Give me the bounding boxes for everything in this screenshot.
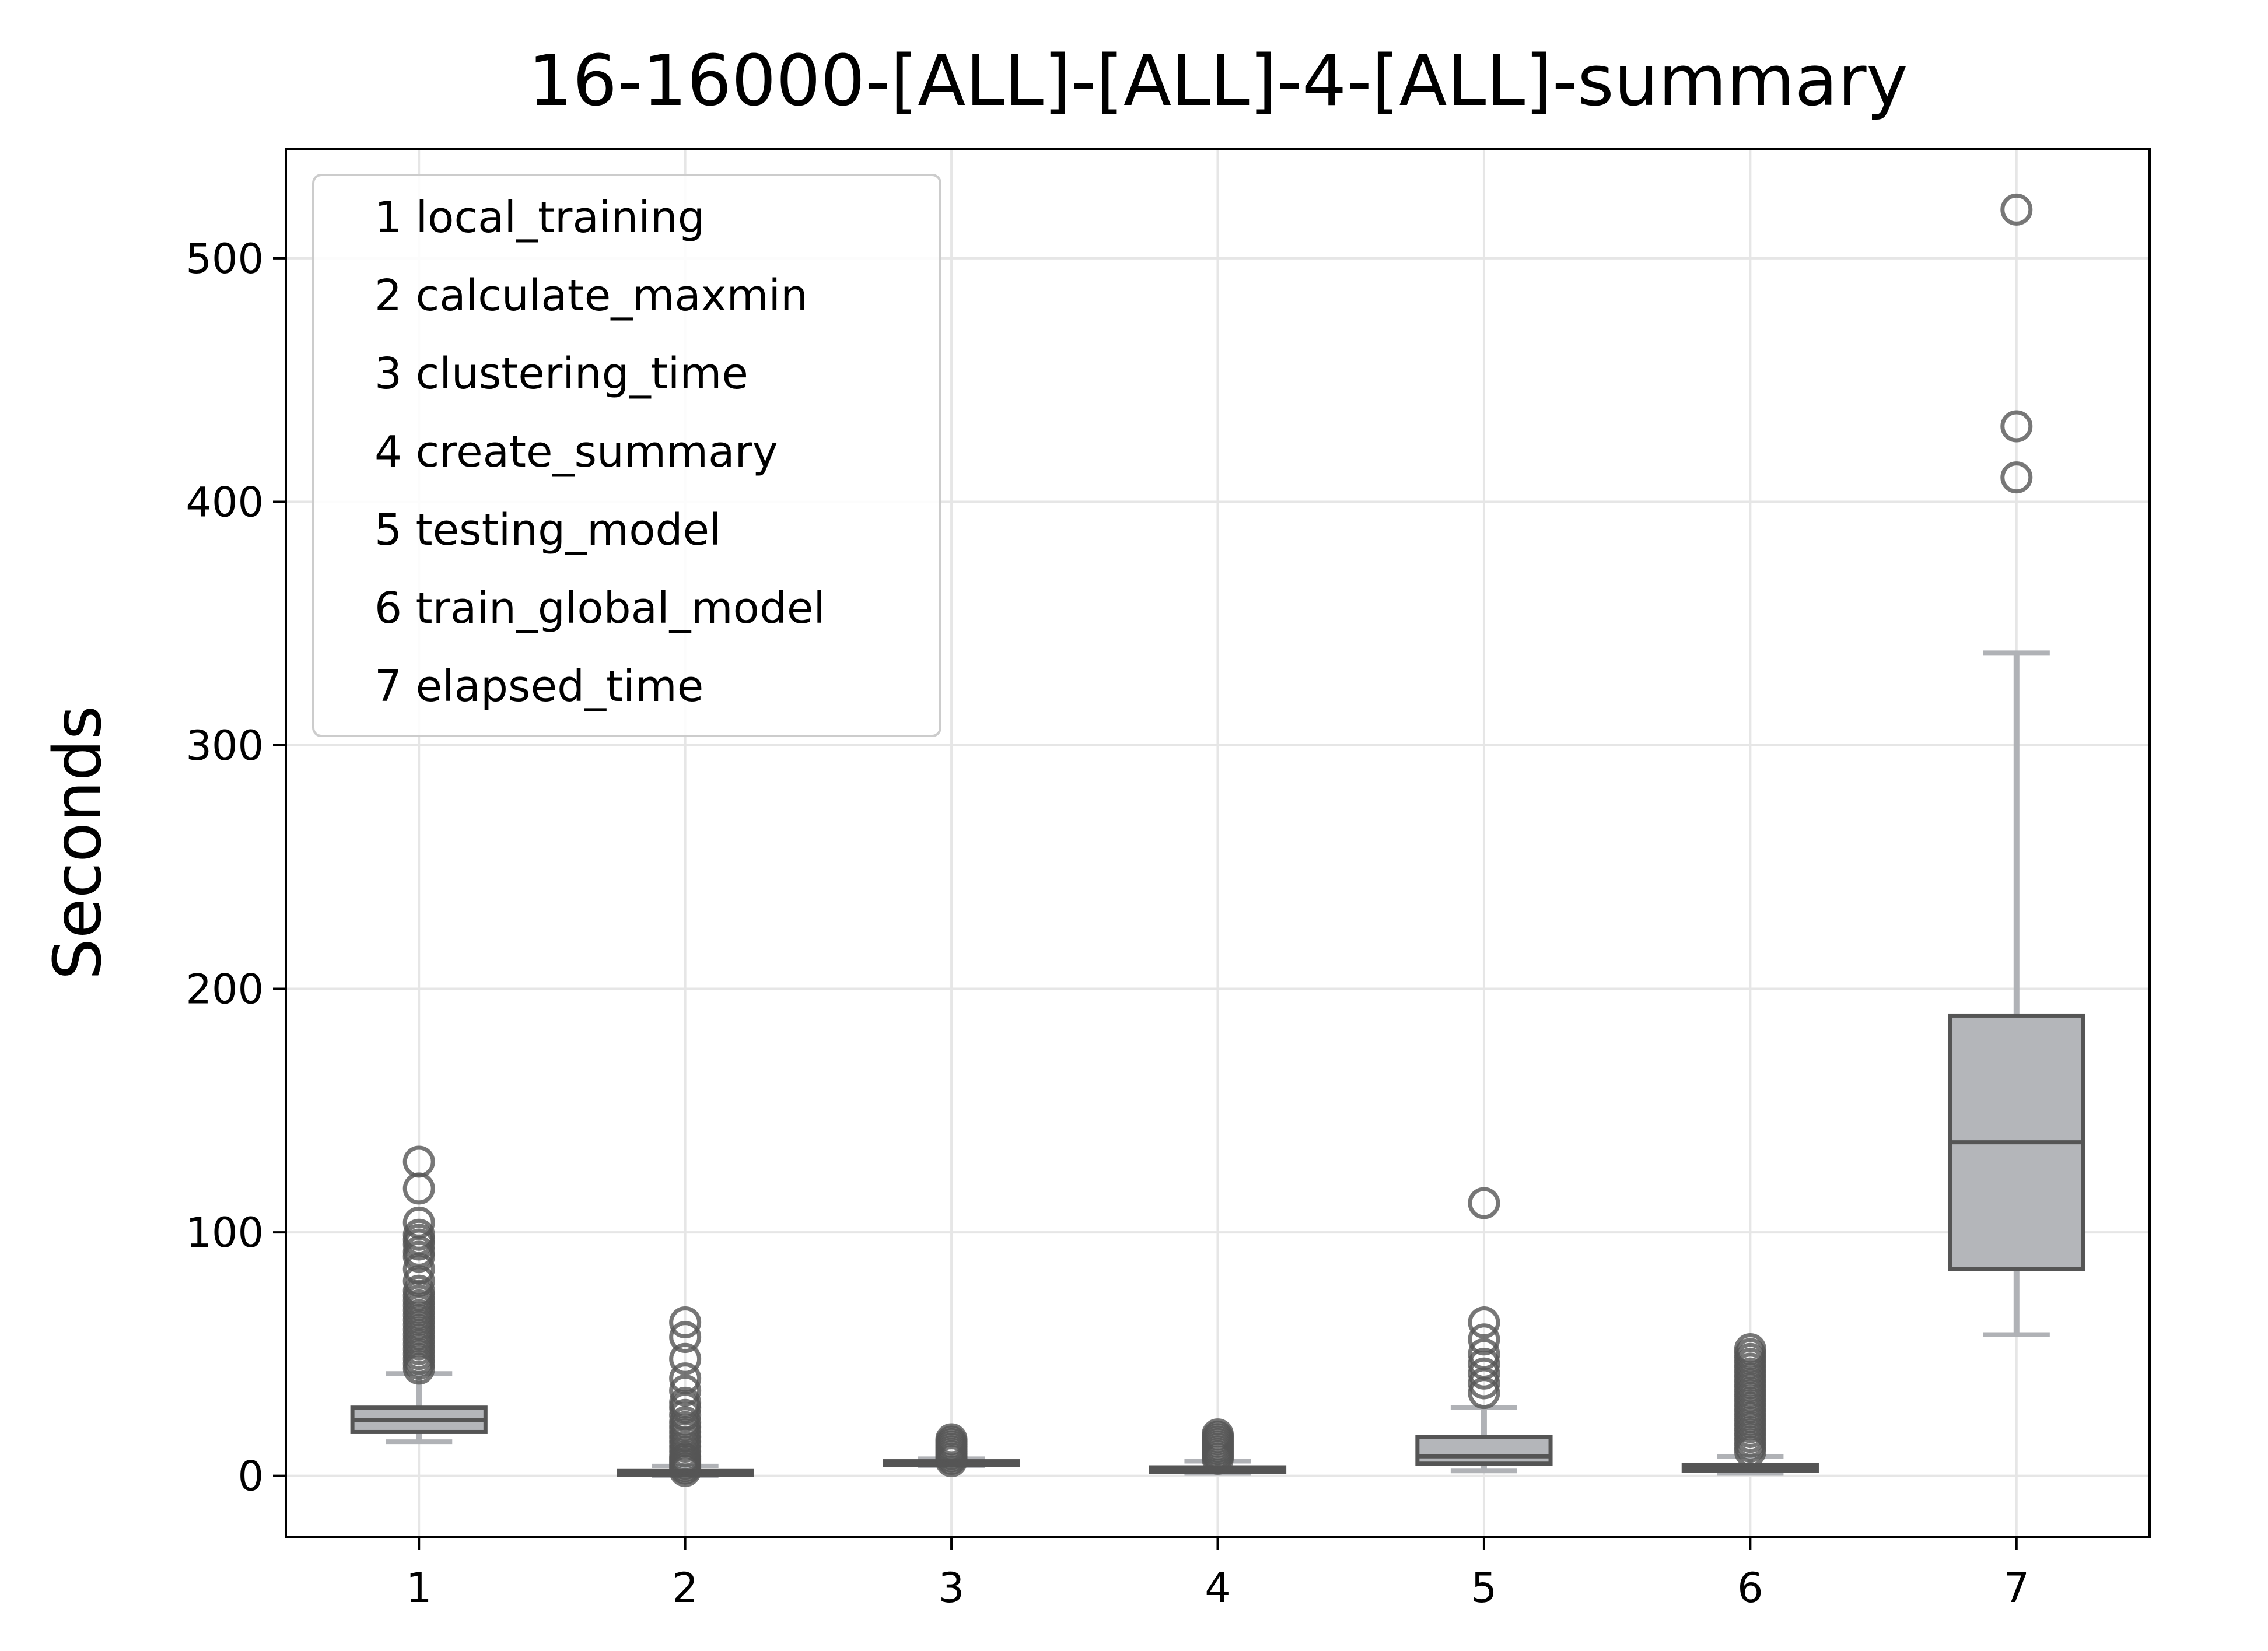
legend-entry: 3 clustering_time bbox=[374, 349, 748, 399]
legend-entry: 4 create_summary bbox=[374, 427, 778, 477]
y-tick-label: 400 bbox=[186, 478, 264, 526]
outlier-point bbox=[669, 1342, 702, 1375]
y-tick-label: 500 bbox=[186, 235, 264, 283]
outlier-point bbox=[669, 1306, 702, 1339]
outlier-point bbox=[402, 1274, 435, 1307]
x-tick-label: 2 bbox=[672, 1564, 698, 1612]
x-tick-label: 7 bbox=[2004, 1564, 2030, 1612]
box-4 bbox=[1149, 1418, 1287, 1476]
x-tick-label: 4 bbox=[1205, 1564, 1231, 1612]
axis-ticks: 0 100 200 300 400 500 1 2 3 4 5 6 7 bbox=[186, 235, 2029, 1612]
outlier-point bbox=[1468, 1187, 1500, 1219]
y-tick-label: 300 bbox=[186, 722, 264, 770]
outlier-point bbox=[1468, 1323, 1500, 1356]
outlier-point bbox=[669, 1362, 702, 1395]
legend-entry: 1 local_training bbox=[374, 192, 705, 243]
x-tick-label: 1 bbox=[406, 1564, 432, 1612]
x-tick-label: 6 bbox=[1737, 1564, 1763, 1612]
legend-entry: 2 calculate_maxmin bbox=[374, 271, 808, 321]
outlier-point bbox=[1202, 1418, 1234, 1451]
chart-title: 16-16000-[ALL]-[ALL]-4-[ALL]-summary bbox=[528, 41, 1908, 122]
y-axis-label: Seconds bbox=[40, 706, 116, 980]
box-1 bbox=[350, 1145, 488, 1445]
outlier-point bbox=[1468, 1306, 1500, 1339]
box-7 bbox=[1948, 193, 2085, 1337]
legend-entry: 6 train_global_model bbox=[374, 583, 825, 633]
legend-entry: 7 elapsed_time bbox=[374, 661, 704, 711]
outlier-point bbox=[935, 1423, 968, 1456]
x-tick-label: 5 bbox=[1471, 1564, 1497, 1612]
outlier-point bbox=[2000, 193, 2033, 226]
outlier-point bbox=[1468, 1357, 1500, 1390]
y-tick-label: 200 bbox=[186, 966, 264, 1014]
box-5 bbox=[1415, 1187, 1553, 1474]
box-6 bbox=[1681, 1333, 1819, 1476]
x-tick-label: 3 bbox=[939, 1564, 965, 1612]
outlier-point bbox=[669, 1374, 702, 1407]
box-body bbox=[1415, 1435, 1553, 1466]
legend-box bbox=[312, 174, 942, 737]
legend: 1 local_training 2 calculate_maxmin 3 clus… bbox=[312, 174, 942, 737]
box-3 bbox=[883, 1423, 1020, 1478]
outlier-point bbox=[402, 1206, 435, 1239]
outlier-point bbox=[2000, 410, 2033, 443]
box-2 bbox=[617, 1306, 754, 1487]
y-tick-label: 100 bbox=[186, 1209, 264, 1257]
outlier-point bbox=[402, 1145, 435, 1178]
outlier-point bbox=[402, 1218, 435, 1251]
y-tick-label: 0 bbox=[237, 1453, 264, 1501]
outlier-point bbox=[2000, 461, 2033, 494]
outlier-point bbox=[669, 1321, 702, 1354]
box-plot-series bbox=[350, 193, 2085, 1487]
legend-entries: 1 local_training 2 calculate_maxmin 3 clus… bbox=[374, 192, 825, 711]
outlier-point bbox=[669, 1386, 702, 1419]
outlier-point bbox=[1734, 1333, 1766, 1365]
outlier-point bbox=[1468, 1338, 1500, 1370]
legend-entry: 5 testing_model bbox=[374, 505, 722, 555]
outlier-point bbox=[1468, 1348, 1500, 1380]
